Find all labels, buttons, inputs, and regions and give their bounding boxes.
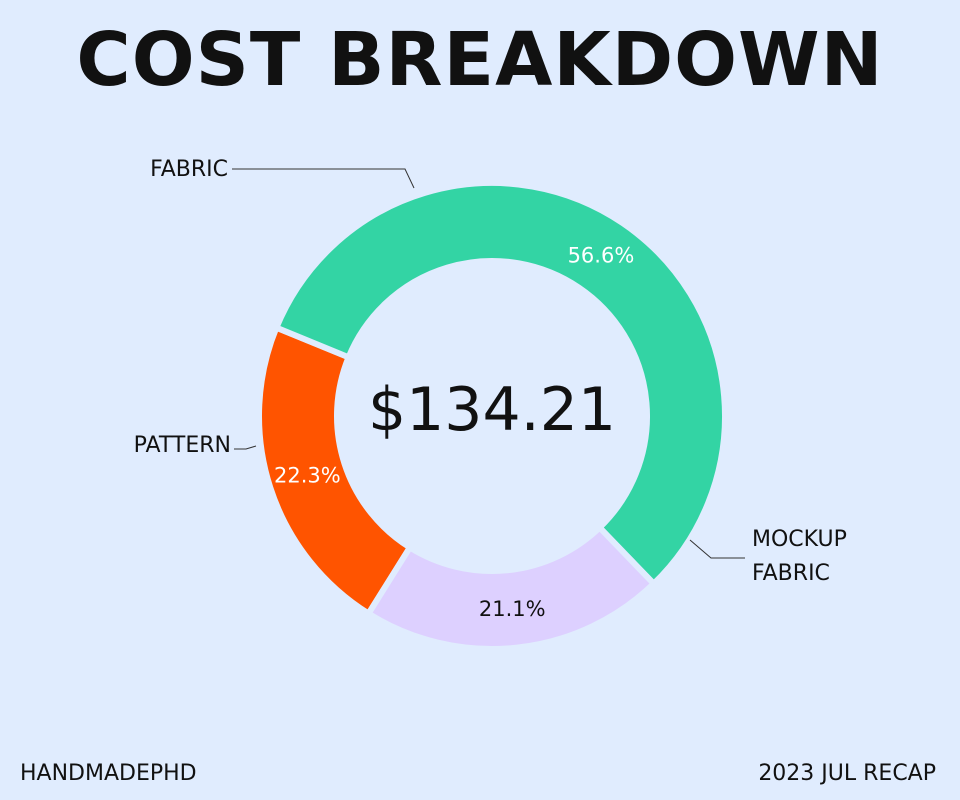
slice-value-label-pattern: 21.1% [479,597,546,621]
slice-value-label-fabric: 22.3% [274,463,341,487]
footer-period: 2023 JUL RECAP [758,761,936,786]
labels-layer: 22.3% FABRIC 56.6% MOCKUP FABRIC 21.1% PATTERN [134,157,847,621]
leader-line-mockup-fabric [689,539,745,559]
leader-line-fabric [232,168,415,189]
center-total-label: $134.21 [368,375,616,445]
slice-name-label-mockup-fabric: MOCKUP FABRIC [752,527,847,586]
slice-mockup-fabric [272,180,728,588]
slice-value-label-mockup-fabric: 56.6% [568,243,635,267]
slices-layer [256,180,728,652]
slice-name-label-pattern: PATTERN [134,433,231,458]
page-title: COST BREAKDOWN [76,17,884,103]
slice-pattern [364,523,658,652]
slice-fabric [256,323,414,618]
footer-brand: HANDMADEPHD [20,761,197,786]
slice-name-label-fabric: FABRIC [150,157,228,182]
leader-line-pattern [234,445,257,450]
